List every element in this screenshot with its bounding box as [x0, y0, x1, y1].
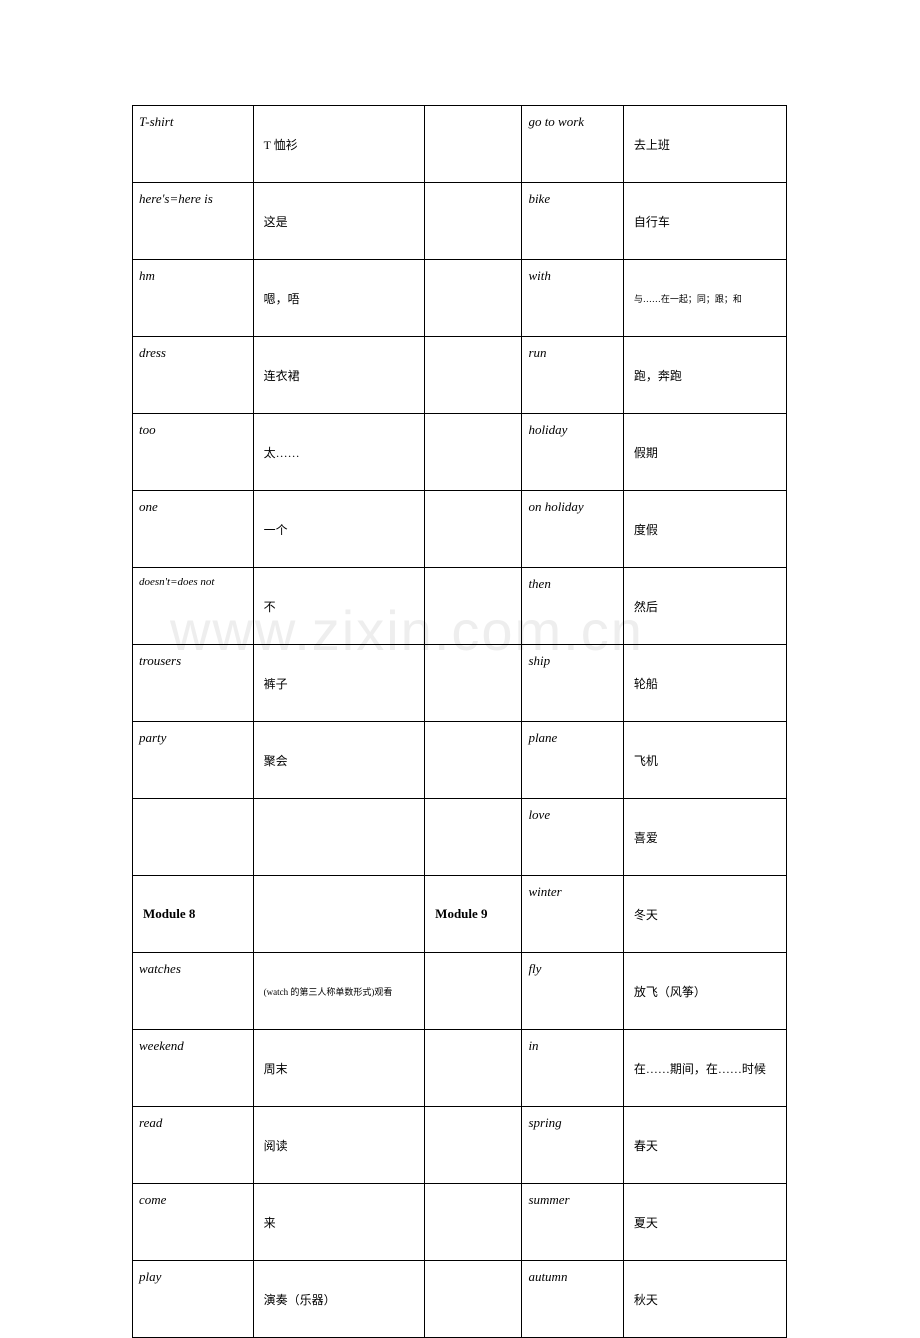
english-term-cell: trousers: [133, 645, 254, 722]
middle-cell: [425, 953, 522, 1030]
english-term-cell: autumn: [522, 1261, 623, 1338]
english-term-cell: love: [522, 799, 623, 876]
english-term-cell: watches: [133, 953, 254, 1030]
table-row: love喜爱: [133, 799, 787, 876]
chinese-definition-cell: 裤子: [253, 645, 425, 722]
english-term-cell: come: [133, 1184, 254, 1261]
english-term-cell: ship: [522, 645, 623, 722]
table-row: too太…… holiday假期: [133, 414, 787, 491]
chinese-definition-cell: [253, 876, 425, 953]
chinese-definition-cell: 秋天: [623, 1261, 786, 1338]
chinese-definition-cell: 一个: [253, 491, 425, 568]
table-row: Module 8 Module 9winter冬天: [133, 876, 787, 953]
english-term-cell: winter: [522, 876, 623, 953]
chinese-definition-cell: 太……: [253, 414, 425, 491]
chinese-definition-cell: [253, 799, 425, 876]
table-row: one一个 on holiday度假: [133, 491, 787, 568]
chinese-definition-cell: 演奏（乐器）: [253, 1261, 425, 1338]
middle-cell: [425, 1030, 522, 1107]
english-term-cell: doesn't=does not: [133, 568, 254, 645]
english-term-cell: too: [133, 414, 254, 491]
middle-cell: [425, 491, 522, 568]
chinese-definition-cell: 轮船: [623, 645, 786, 722]
english-term-cell: then: [522, 568, 623, 645]
chinese-definition-cell: 然后: [623, 568, 786, 645]
english-term-cell: plane: [522, 722, 623, 799]
english-term-cell: with: [522, 260, 623, 337]
middle-cell: [425, 414, 522, 491]
english-term-cell: on holiday: [522, 491, 623, 568]
english-term-cell: here's=here is: [133, 183, 254, 260]
table-row: weekend周末 in在……期间，在……时候: [133, 1030, 787, 1107]
english-term-cell: bike: [522, 183, 623, 260]
middle-cell: [425, 722, 522, 799]
chinese-definition-cell: 假期: [623, 414, 786, 491]
chinese-definition-cell: 与……在一起；同；跟；和: [623, 260, 786, 337]
english-term-cell: play: [133, 1261, 254, 1338]
english-term-cell: hm: [133, 260, 254, 337]
table-row: here's=here is这是 bike自行车: [133, 183, 787, 260]
chinese-definition-cell: 来: [253, 1184, 425, 1261]
chinese-definition-cell: 喜爱: [623, 799, 786, 876]
chinese-definition-cell: 冬天: [623, 876, 786, 953]
chinese-definition-cell: 不: [253, 568, 425, 645]
middle-cell: [425, 106, 522, 183]
middle-cell: [425, 1107, 522, 1184]
middle-cell: [425, 568, 522, 645]
middle-cell: Module 9: [425, 876, 522, 953]
chinese-definition-cell: T 恤衫: [253, 106, 425, 183]
chinese-definition-cell: 放飞（风筝）: [623, 953, 786, 1030]
vocabulary-table-container: T-shirtT 恤衫go to work去上班here's=here is这是…: [132, 105, 787, 1338]
table-row: read阅读 spring春天: [133, 1107, 787, 1184]
chinese-definition-cell: 周末: [253, 1030, 425, 1107]
table-row: hm嗯，唔 with与……在一起；同；跟；和: [133, 260, 787, 337]
middle-cell: [425, 1184, 522, 1261]
vocabulary-table: T-shirtT 恤衫go to work去上班here's=here is这是…: [132, 105, 787, 1338]
table-row: watches(watch 的第三人称单数形式)观看 fly放飞（风筝）: [133, 953, 787, 1030]
english-term-cell: dress: [133, 337, 254, 414]
table-row: T-shirtT 恤衫 go to work去上班: [133, 106, 787, 183]
middle-cell: [425, 645, 522, 722]
english-term-cell: summer: [522, 1184, 623, 1261]
table-row: party聚会 plane飞机: [133, 722, 787, 799]
table-row: dress连衣裙 run跑，奔跑: [133, 337, 787, 414]
chinese-definition-cell: 去上班: [623, 106, 786, 183]
chinese-definition-cell: 自行车: [623, 183, 786, 260]
english-term-cell: fly: [522, 953, 623, 1030]
chinese-definition-cell: 夏天: [623, 1184, 786, 1261]
english-term-cell: run: [522, 337, 623, 414]
table-row: play演奏（乐器） autumn秋天: [133, 1261, 787, 1338]
english-term-cell: Module 8: [133, 876, 254, 953]
english-term-cell: party: [133, 722, 254, 799]
english-term-cell: one: [133, 491, 254, 568]
chinese-definition-cell: 春天: [623, 1107, 786, 1184]
chinese-definition-cell: 度假: [623, 491, 786, 568]
chinese-definition-cell: 飞机: [623, 722, 786, 799]
chinese-definition-cell: 在……期间，在……时候: [623, 1030, 786, 1107]
table-row: doesn't=does not不 then然后: [133, 568, 787, 645]
english-term-cell: in: [522, 1030, 623, 1107]
middle-cell: [425, 183, 522, 260]
table-row: trousers裤子 ship轮船: [133, 645, 787, 722]
english-term-cell: weekend: [133, 1030, 254, 1107]
english-term-cell: T-shirt: [133, 106, 254, 183]
chinese-definition-cell: 聚会: [253, 722, 425, 799]
english-term-cell: read: [133, 1107, 254, 1184]
chinese-definition-cell: 这是: [253, 183, 425, 260]
table-row: come来 summer夏天: [133, 1184, 787, 1261]
middle-cell: [425, 1261, 522, 1338]
chinese-definition-cell: 阅读: [253, 1107, 425, 1184]
middle-cell: [425, 337, 522, 414]
english-term-cell: [133, 799, 254, 876]
english-term-cell: spring: [522, 1107, 623, 1184]
chinese-definition-cell: 跑，奔跑: [623, 337, 786, 414]
chinese-definition-cell: (watch 的第三人称单数形式)观看: [253, 953, 425, 1030]
english-term-cell: holiday: [522, 414, 623, 491]
middle-cell: [425, 260, 522, 337]
chinese-definition-cell: 嗯，唔: [253, 260, 425, 337]
chinese-definition-cell: 连衣裙: [253, 337, 425, 414]
middle-cell: [425, 799, 522, 876]
english-term-cell: go to work: [522, 106, 623, 183]
